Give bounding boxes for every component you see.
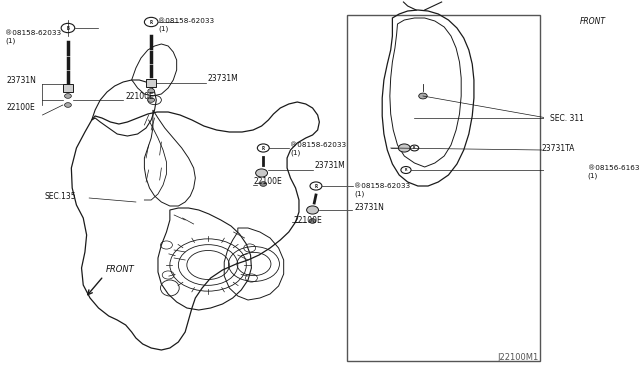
Circle shape [148, 98, 155, 102]
Text: R: R [413, 146, 416, 150]
Text: R: R [314, 183, 317, 189]
Text: ®08158-62033
(1): ®08158-62033 (1) [291, 142, 347, 155]
Circle shape [398, 144, 410, 152]
Text: ®08158-62033
(1): ®08158-62033 (1) [5, 30, 61, 44]
Text: R: R [404, 168, 407, 172]
Text: R: R [262, 145, 265, 151]
Text: SEC. 311: SEC. 311 [550, 113, 584, 122]
Text: ®08158-62033
(1): ®08158-62033 (1) [158, 18, 214, 32]
Text: 23731M: 23731M [314, 160, 345, 170]
Text: SEC.135: SEC.135 [44, 192, 76, 201]
Text: 22100E: 22100E [294, 215, 323, 224]
Text: 23731M: 23731M [207, 74, 238, 83]
Circle shape [65, 94, 71, 98]
Circle shape [148, 89, 155, 93]
Text: 23731TA: 23731TA [542, 144, 575, 153]
Text: ®08156-61633
(1): ®08156-61633 (1) [588, 165, 640, 179]
Text: 23731N: 23731N [354, 203, 384, 212]
Text: B: B [67, 26, 69, 31]
Text: 22100E: 22100E [253, 176, 282, 186]
Text: 22100E: 22100E [7, 103, 36, 112]
Text: 23731N: 23731N [7, 76, 36, 84]
Text: FRONT: FRONT [580, 17, 606, 26]
Circle shape [309, 219, 316, 223]
Circle shape [65, 103, 71, 108]
Text: R: R [150, 19, 152, 25]
Circle shape [255, 169, 268, 177]
Bar [347, 15, 540, 361]
Text: 22100E: 22100E [125, 92, 154, 100]
Circle shape [419, 93, 428, 99]
Text: FRONT: FRONT [106, 265, 135, 274]
Text: ®08158-62033
(1): ®08158-62033 (1) [354, 183, 410, 196]
Circle shape [260, 182, 267, 186]
Bar [63, 84, 73, 92]
Circle shape [307, 206, 319, 214]
Text: J22100M1: J22100M1 [497, 353, 538, 362]
Bar [146, 79, 156, 87]
